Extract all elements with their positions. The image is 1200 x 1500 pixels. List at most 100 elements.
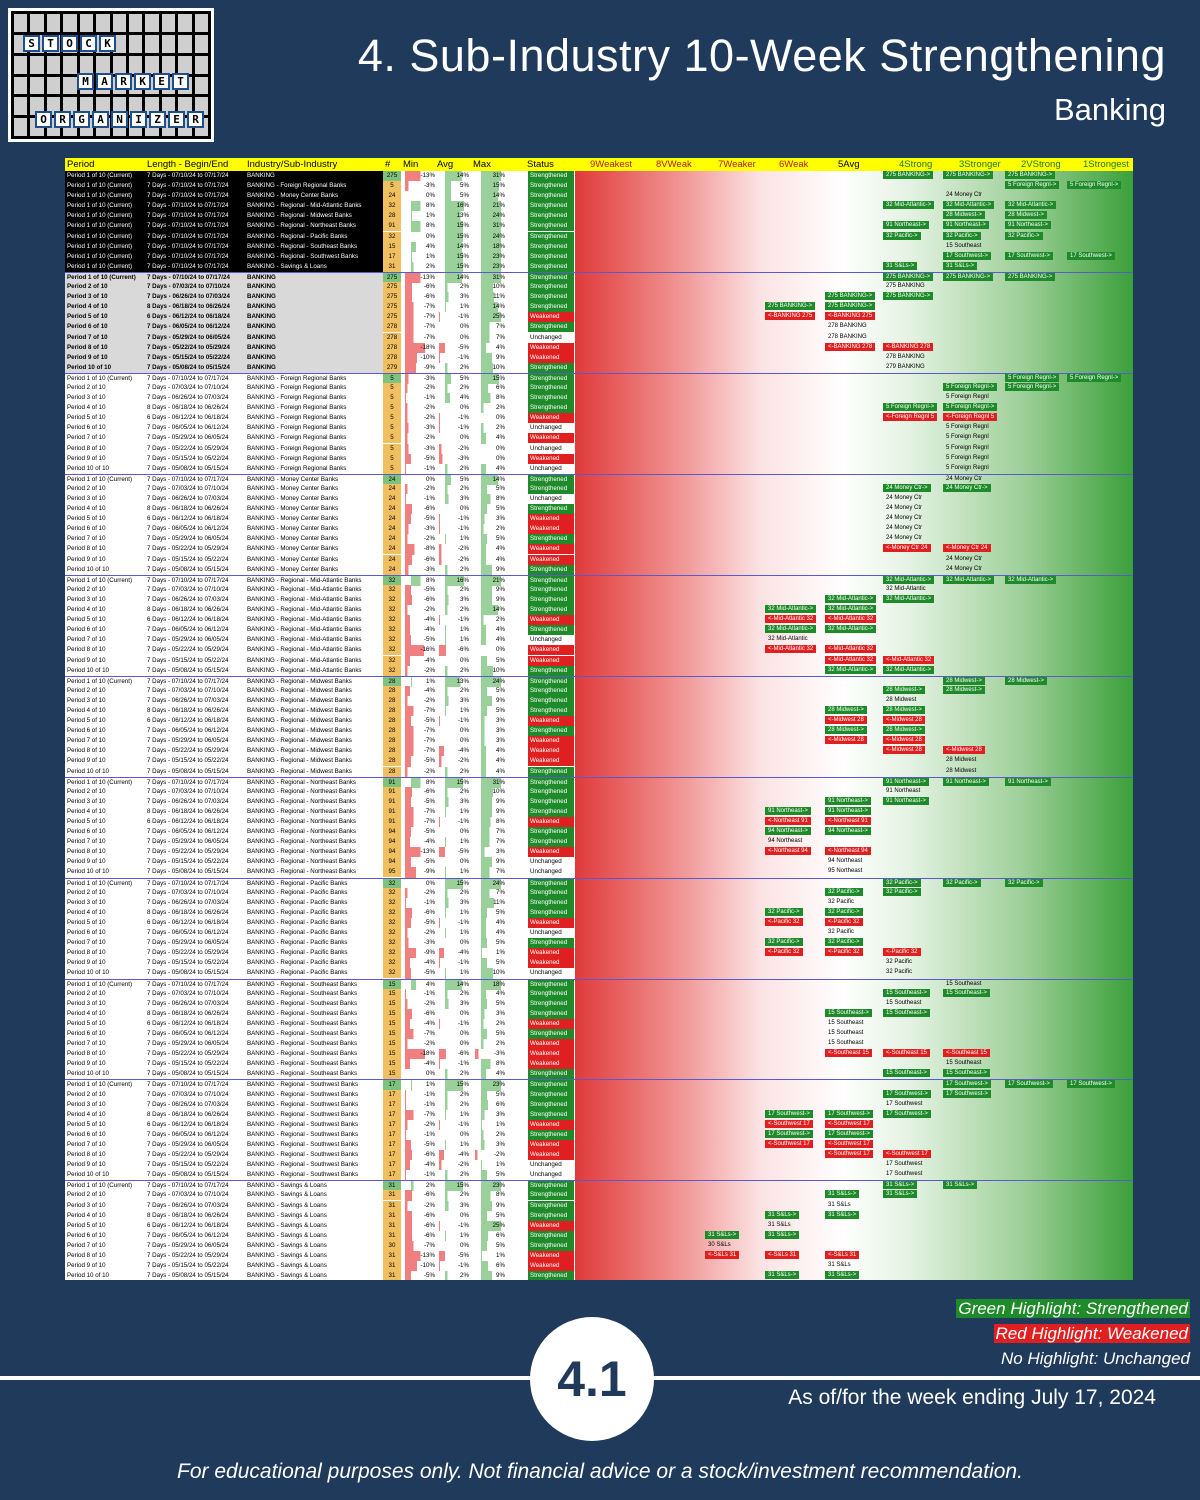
- cell-min: -2%: [405, 1039, 435, 1050]
- cell-industry: BANKING - Regional - Mid-Atlantic Banks: [247, 666, 362, 674]
- table-row: Period 7 of 10 7 Days - 05/29/24 to 06/05…: [65, 332, 1133, 343]
- strength-marker: 32 Pacific: [886, 959, 913, 966]
- strength-marker: 95 Northeast: [828, 868, 863, 875]
- cell-status: Weakened: [528, 1261, 574, 1272]
- cell-min: -7%: [405, 302, 435, 313]
- cell-max: 10%: [475, 362, 505, 373]
- cell-min: 1%: [405, 251, 435, 262]
- cell-length: 7 Days - 05/15/24 to 05/22/24: [147, 858, 229, 866]
- cell-max: 4%: [475, 463, 505, 474]
- table-row: Period 4 of 10 8 Days - 06/18/24 to 06/26…: [65, 605, 1133, 616]
- cell-count: 28: [383, 695, 401, 706]
- cell-count: 91: [383, 786, 401, 797]
- cell-avg: 2%: [439, 1069, 469, 1080]
- cell-avg: -2%: [439, 1160, 469, 1171]
- cell-industry: BANKING - Regional - Southwest Banks: [247, 1161, 359, 1169]
- cell-length: 6 Days - 06/12/24 to 06/18/24: [147, 1221, 229, 1229]
- cell-period: Period 1 of 10 (Current): [67, 1182, 132, 1190]
- cell-min: -6%: [405, 594, 435, 606]
- cell-max: 7%: [475, 887, 505, 898]
- strength-marker: 31 S&Ls->: [765, 1271, 800, 1280]
- column-header: Max: [473, 159, 491, 170]
- cell-industry: BANKING - Regional - Midwest Banks: [247, 696, 352, 704]
- strength-marker: 24 Money Ctr: [946, 192, 983, 199]
- cell-avg: 1%: [439, 625, 469, 636]
- cell-length: 6 Days - 06/12/24 to 06/18/24: [147, 313, 230, 321]
- strength-marker: <-Foreign Regnl 5: [883, 413, 938, 422]
- cell-avg: 1%: [439, 806, 469, 817]
- cell-status: Weakened: [528, 524, 574, 535]
- cell-max: 23%: [475, 261, 505, 272]
- cell-avg: 3%: [439, 897, 469, 908]
- strength-marker: 24 Money Ctr: [946, 555, 983, 562]
- cell-length: 7 Days - 07/10/24 to 07/17/24: [147, 212, 229, 220]
- cell-count: 32: [383, 655, 401, 666]
- cell-industry: BANKING - Money Center Banks: [247, 475, 339, 483]
- strength-marker: 32 Mid-Atlantic->: [765, 605, 817, 614]
- cell-length: 8 Days - 06/18/24 to 06/26/24: [147, 908, 229, 916]
- cell-count: 28: [383, 726, 401, 737]
- strength-marker: 32 Mid-Atlantic->: [825, 605, 877, 614]
- cell-length: 7 Days - 05/22/24 to 05/29/24: [147, 1252, 229, 1260]
- cell-industry: BANKING: [247, 333, 276, 341]
- cell-industry: BANKING - Savings & Loans: [247, 1272, 327, 1280]
- cell-status: Strengthened: [528, 726, 574, 737]
- cell-max: 3%: [475, 1109, 505, 1120]
- cell-avg: 1%: [439, 635, 469, 646]
- cell-period: Period 3 of 10: [67, 1201, 106, 1209]
- cell-industry: BANKING - Regional - Pacific Banks: [247, 949, 348, 957]
- cell-period: Period 10 of 10: [67, 464, 109, 472]
- logo-letter: E: [168, 111, 185, 128]
- cell-status: Weakened: [528, 958, 574, 969]
- cell-industry: BANKING - Regional - Northeast Banks: [247, 797, 357, 805]
- cell-industry: BANKING - Regional - Southwest Banks: [247, 1151, 359, 1159]
- cell-length: 7 Days - 07/03/24 to 07/10/24: [147, 686, 229, 694]
- cell-status: Strengthened: [528, 777, 574, 788]
- strength-marker: <-Midwest 28: [883, 716, 925, 725]
- cell-length: 7 Days - 07/10/24 to 07/17/24: [147, 677, 229, 685]
- strength-marker: <-Southeast 15: [825, 1049, 872, 1058]
- cell-count: 94: [383, 827, 401, 838]
- cell-avg: 0%: [439, 1240, 469, 1252]
- table-row: Period 2 of 10 7 Days - 07/03/24 to 07/10…: [65, 1089, 1133, 1100]
- cell-min: -7%: [405, 736, 435, 747]
- cell-min: -1%: [405, 1099, 435, 1110]
- cell-count: 17: [383, 1160, 401, 1171]
- cell-min: -4%: [405, 958, 435, 969]
- legend-unchanged: No Highlight: Unchanged: [1000, 1349, 1190, 1368]
- strength-marker: 5 Foreign Regnl->: [1005, 382, 1060, 391]
- cell-avg: 3%: [439, 292, 469, 303]
- cell-industry: BANKING - Foreign Regional Banks: [247, 464, 347, 472]
- cell-industry: BANKING: [247, 273, 276, 281]
- cell-industry: BANKING - Regional - Mid-Atlantic Banks: [247, 595, 362, 603]
- strength-marker: 5 Foreign Regnl: [946, 454, 989, 461]
- cell-period: Period 5 of 10: [67, 1019, 106, 1027]
- strength-marker: 91 Northeast->: [1005, 777, 1051, 786]
- cell-period: Period 2 of 10: [67, 686, 106, 694]
- strength-marker: <-Mid-Atlantic 32: [765, 615, 817, 624]
- cell-status: Strengthened: [528, 1089, 574, 1100]
- cell-period: Period 1 of 10 (Current): [67, 778, 132, 786]
- strength-marker: 28 Midwest->: [825, 726, 867, 735]
- cell-status: Strengthened: [528, 605, 574, 616]
- cell-avg: 16%: [439, 201, 469, 212]
- cell-status: Weakened: [528, 413, 574, 424]
- strength-marker: 17 Southwest->: [883, 1089, 931, 1098]
- cell-status: Strengthened: [528, 373, 574, 384]
- strength-marker: 91 Northeast: [886, 787, 921, 794]
- cell-max: 10%: [475, 786, 505, 797]
- cell-length: 6 Days - 06/12/24 to 06/18/24: [147, 414, 229, 422]
- cell-avg: -1%: [439, 352, 469, 363]
- cell-avg: 14%: [439, 171, 469, 182]
- cell-max: 18%: [475, 979, 505, 990]
- column-header: 5Avg: [838, 159, 860, 170]
- cell-count: 24: [383, 504, 401, 515]
- cell-max: 8%: [475, 817, 505, 828]
- logo-letter: R: [187, 111, 204, 128]
- cell-min: -6%: [405, 504, 435, 515]
- cell-min: -5%: [405, 453, 435, 464]
- cell-count: 15: [383, 998, 401, 1009]
- cell-count: 32: [383, 201, 401, 212]
- cell-industry: BANKING - Regional - Northeast Banks: [247, 868, 357, 876]
- cell-period: Period 3 of 10: [67, 898, 106, 906]
